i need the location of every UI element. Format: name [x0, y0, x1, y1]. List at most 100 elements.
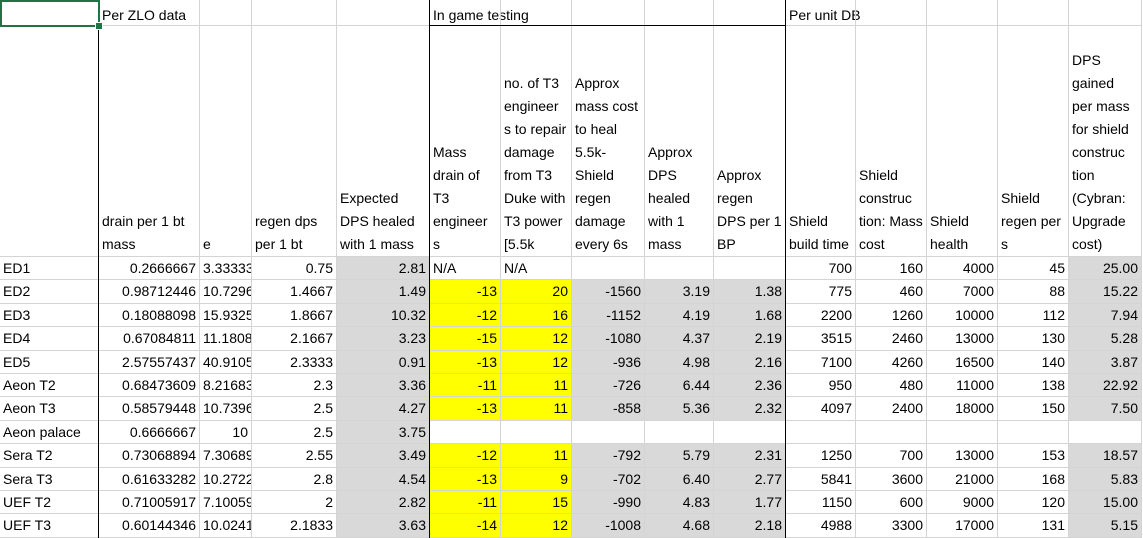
table-cell[interactable]: 18.57 [1069, 444, 1142, 468]
hdr-name[interactable] [0, 26, 99, 257]
table-cell[interactable]: 10000 [927, 303, 998, 328]
table-cell[interactable] [1069, 420, 1142, 445]
table-cell[interactable]: 0.98712446 [99, 280, 200, 304]
table-cell[interactable]: 150 [998, 397, 1069, 421]
table-cell[interactable] [786, 420, 856, 445]
table-cell[interactable] [856, 420, 927, 445]
table-cell[interactable]: 4097 [786, 397, 856, 421]
table-cell[interactable]: -1008 [572, 514, 645, 538]
table-cell[interactable]: 168 [998, 467, 1069, 491]
table-cell[interactable]: 7.10059 [200, 491, 252, 515]
table-cell[interactable]: 3.33333 [200, 257, 252, 281]
table-cell[interactable]: -12 [430, 444, 501, 468]
row-label[interactable]: Sera T3 [0, 467, 99, 491]
table-cell[interactable]: 15.22 [1069, 280, 1142, 304]
group-row-cell[interactable] [200, 0, 252, 26]
group-row-cell[interactable] [786, 0, 856, 26]
table-cell[interactable]: 2.55 [252, 444, 337, 468]
table-cell[interactable]: 2.16 [714, 350, 786, 374]
table-cell[interactable]: 11000 [927, 374, 998, 398]
table-cell[interactable]: 2.81 [337, 257, 430, 281]
table-cell[interactable]: 2.8 [252, 467, 337, 491]
table-cell[interactable]: 15.9325 [200, 303, 252, 328]
table-cell[interactable] [714, 420, 786, 445]
table-cell[interactable]: -792 [572, 444, 645, 468]
table-cell[interactable]: 10.32 [337, 303, 430, 328]
table-cell[interactable]: -14 [430, 514, 501, 538]
table-cell[interactable] [927, 420, 998, 445]
table-cell[interactable]: -12 [430, 303, 501, 328]
table-cell[interactable]: 0.61633282 [99, 467, 200, 491]
hdr-regen[interactable]: Shield regen per s [998, 26, 1069, 257]
table-cell[interactable]: 7000 [927, 280, 998, 304]
table-cell[interactable]: 1150 [786, 491, 856, 515]
table-cell[interactable]: 775 [786, 280, 856, 304]
table-cell[interactable]: 3.75 [337, 420, 430, 445]
table-cell[interactable]: 2400 [856, 397, 927, 421]
table-cell[interactable]: 4.98 [645, 350, 714, 374]
table-cell[interactable]: -936 [572, 350, 645, 374]
table-cell[interactable]: -1080 [572, 327, 645, 351]
table-cell[interactable]: 15.00 [1069, 491, 1142, 515]
table-cell[interactable]: N/A [430, 257, 501, 281]
table-cell[interactable]: 2.57557437 [99, 350, 200, 374]
table-cell[interactable]: 140 [998, 350, 1069, 374]
table-cell[interactable]: 1.77 [714, 491, 786, 515]
table-cell[interactable]: 1250 [786, 444, 856, 468]
table-cell[interactable]: 7100 [786, 350, 856, 374]
table-cell[interactable]: 25.00 [1069, 257, 1142, 281]
table-cell[interactable]: -858 [572, 397, 645, 421]
hdr-regen-bp[interactable]: Approx regen DPS per 1 BP [714, 26, 786, 257]
table-cell[interactable] [572, 257, 645, 281]
row-label[interactable]: Aeon palace [0, 420, 99, 445]
table-cell[interactable]: 88 [998, 280, 1069, 304]
table-cell[interactable]: 1.4667 [252, 280, 337, 304]
table-cell[interactable]: 0.68473609 [99, 374, 200, 398]
table-cell[interactable]: 5.83 [1069, 467, 1142, 491]
table-cell[interactable]: 3.87 [1069, 350, 1142, 374]
table-cell[interactable]: -726 [572, 374, 645, 398]
table-cell[interactable]: 2.5 [252, 397, 337, 421]
table-cell[interactable]: 0.73068894 [99, 444, 200, 468]
table-cell[interactable]: 2.3333 [252, 350, 337, 374]
group-row-cell[interactable] [856, 0, 927, 26]
table-cell[interactable]: 4.68 [645, 514, 714, 538]
table-cell[interactable]: 2.36 [714, 374, 786, 398]
group-row-cell[interactable] [572, 0, 645, 26]
table-cell[interactable]: -13 [430, 350, 501, 374]
hdr-dps-per-mass[interactable]: DPS gained per mass for shield construc … [1069, 26, 1142, 257]
table-cell[interactable] [501, 420, 572, 445]
table-cell[interactable]: 2460 [856, 327, 927, 351]
group-row-cell[interactable] [99, 0, 200, 26]
group-row-cell[interactable] [430, 0, 501, 26]
table-cell[interactable]: 2.18 [714, 514, 786, 538]
table-cell[interactable]: 12 [501, 514, 572, 538]
table-cell[interactable] [645, 257, 714, 281]
table-cell[interactable]: -1152 [572, 303, 645, 328]
table-cell[interactable]: 11 [501, 374, 572, 398]
table-cell[interactable]: 16500 [927, 350, 998, 374]
group-row-cell[interactable] [1069, 0, 1142, 26]
table-cell[interactable]: 2.77 [714, 467, 786, 491]
row-label[interactable]: UEF T3 [0, 514, 99, 538]
table-cell[interactable]: 40.9105 [200, 350, 252, 374]
hdr-mass-drain[interactable]: Mass drain of T3 engineer s [430, 26, 501, 257]
table-cell[interactable]: 3600 [856, 467, 927, 491]
table-cell[interactable]: 2.32 [714, 397, 786, 421]
table-cell[interactable]: 4.27 [337, 397, 430, 421]
table-cell[interactable]: 2200 [786, 303, 856, 328]
table-cell[interactable]: 7.94 [1069, 303, 1142, 328]
table-cell[interactable]: 3.36 [337, 374, 430, 398]
hdr-expected-dps[interactable]: Expected DPS healed with 1 mass [337, 26, 430, 257]
table-cell[interactable]: 950 [786, 374, 856, 398]
table-cell[interactable]: 9000 [927, 491, 998, 515]
table-cell[interactable]: 6.40 [645, 467, 714, 491]
table-cell[interactable]: 13000 [927, 327, 998, 351]
table-cell[interactable]: 2.82 [337, 491, 430, 515]
table-cell[interactable] [714, 257, 786, 281]
table-cell[interactable] [998, 420, 1069, 445]
table-cell[interactable]: 4.19 [645, 303, 714, 328]
table-cell[interactable]: 130 [998, 327, 1069, 351]
table-cell[interactable]: -990 [572, 491, 645, 515]
table-cell[interactable]: 16 [501, 303, 572, 328]
